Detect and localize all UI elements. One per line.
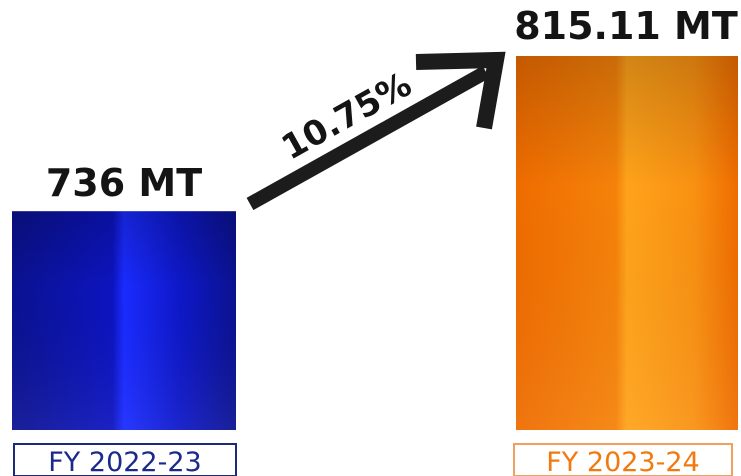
value-label-fy-2023-24: 815.11 MT <box>514 4 738 48</box>
bar-shading <box>12 211 236 430</box>
value-label-fy-2022-23: 736 MT <box>46 161 202 205</box>
category-label-fy-2023-24: FY 2023-24 <box>513 443 733 476</box>
growth-arrow-icon <box>246 51 506 211</box>
category-label-text: FY 2022-23 <box>48 447 201 476</box>
bar-shading <box>516 56 738 430</box>
category-label-text: FY 2023-24 <box>546 447 699 476</box>
category-label-fy-2022-23: FY 2022-23 <box>13 443 237 476</box>
